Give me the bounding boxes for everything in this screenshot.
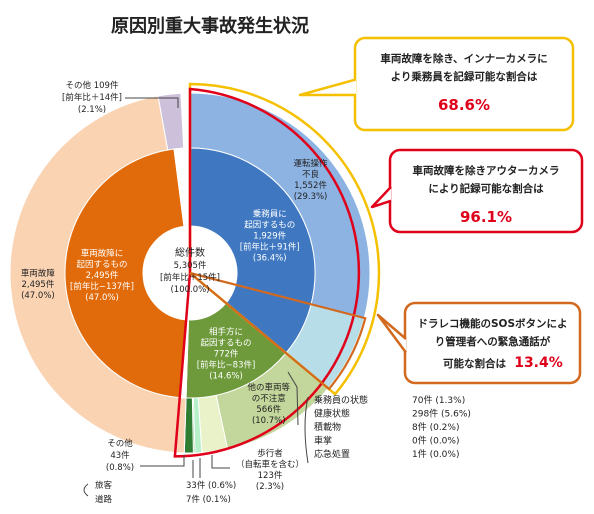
crew-row-label-3: 車掌: [314, 435, 332, 447]
callout-tail-3: [376, 313, 408, 354]
inner-label-0: 乗務員に起因するもの 1,929件[前年比＋91件] (36.4%): [240, 209, 300, 264]
outer-label-2: 他の車両等の不注意 566件(10.7%): [248, 382, 291, 426]
bracket: [83, 483, 89, 497]
callout-tail-mask-2: [391, 187, 396, 200]
callout-text2-1: より乗務員を記録可能な割合は: [391, 70, 538, 83]
highlight-red: [173, 87, 361, 458]
outer-label-0: 運転操作不良 1,552件(29.3%): [294, 158, 329, 202]
outer-ring: [9, 92, 371, 454]
callout-text1-1: 車両故障を除き、インナーカメラに: [380, 52, 547, 65]
callouts: 車両故障を除き、インナーカメラにより乗務員を記録可能な割合は68.6%車両故障を…: [298, 36, 584, 385]
crew-row-value-3: 0件 (0.0%): [412, 435, 459, 447]
callout-value-3: 13.4%: [514, 355, 563, 371]
callout-text1-3: ドラレコ機能のSOSボタンによ: [417, 317, 567, 330]
leader-other-top: [125, 97, 179, 108]
crew-row-value-0: 70件 (1.3%): [412, 394, 465, 406]
center-line-4: (100.0%): [170, 285, 209, 295]
annotation-other-top: その他 109件[前年比＋14件] (2.1%): [62, 80, 122, 115]
crew-row-value-1: 298件 (5.6%): [412, 408, 471, 420]
inner-label-1: 相手方に起因するもの 772件[前年比−83件] (14.6%): [197, 326, 256, 381]
callout-text2-3: り管理者への緊急通話が: [435, 335, 551, 348]
callout-text3-3: 可能な割合は: [443, 357, 506, 370]
crew-row-label-2: 積載物: [314, 421, 341, 433]
annotation-pedestrian: 歩行者（自転車を含む） 123件(2.3%): [236, 448, 304, 492]
chart-title: 原因別重大事故発生状況: [111, 15, 309, 37]
callout-value-2: 96.1%: [460, 208, 512, 226]
highlight-orange: [189, 271, 367, 391]
callout-box-1: [353, 36, 575, 132]
callout-text1-2: 車両故障を除きアウターカメラ: [413, 164, 560, 177]
callout-tail-2: [370, 186, 392, 209]
annotation-other-bottom: その他 43件(0.8%): [106, 438, 134, 473]
leader-other-bottom: [140, 455, 185, 467]
callout-tail-mask-3: [406, 340, 411, 352]
callout-text2-2: により記録可能な割合は: [428, 182, 544, 195]
value-passenger: 33件 (0.6%): [186, 480, 236, 491]
highlight-yellow: [188, 82, 381, 396]
callout-tail-mask-1: [356, 80, 361, 95]
leader-crew-list: [287, 371, 299, 426]
highlight-arcs: [173, 82, 381, 458]
crew-row-value-2: 8件 (0.2%): [412, 421, 459, 433]
inner-label-3: 車両故障に起因するもの 2,495件[前年比−137件] (47.0%): [70, 248, 134, 303]
center-line-2: 5,305件: [174, 260, 207, 271]
center-line-1: 総件数: [175, 246, 205, 259]
callout-value-1: 68.6%: [438, 96, 490, 114]
inner-ring: [64, 147, 316, 399]
leader-pedestrian: [211, 455, 230, 469]
crew-row-label-1: 健康状態: [314, 408, 350, 420]
outer-label-7: 車両故障 2,495件(47.0%): [21, 268, 56, 301]
callout-tail-1: [298, 78, 357, 97]
crew-row-label-4: 応急処置: [314, 448, 350, 460]
label-passenger: 旅客: [95, 480, 113, 491]
crew-row-label-0: 乗務員の状態: [314, 394, 368, 406]
crew-row-value-4: 1件 (0.0%): [412, 448, 459, 460]
label-road: 道路: [95, 494, 113, 505]
value-road: 7件 (0.1%): [186, 494, 231, 505]
center-line-3: [前年比＋15件]: [160, 272, 220, 283]
crew-list-bracket: [304, 396, 309, 464]
slice-labels: 乗務員に起因するもの 1,929件[前年比＋91件] (36.4%) 相手方に起因する…: [21, 158, 328, 426]
